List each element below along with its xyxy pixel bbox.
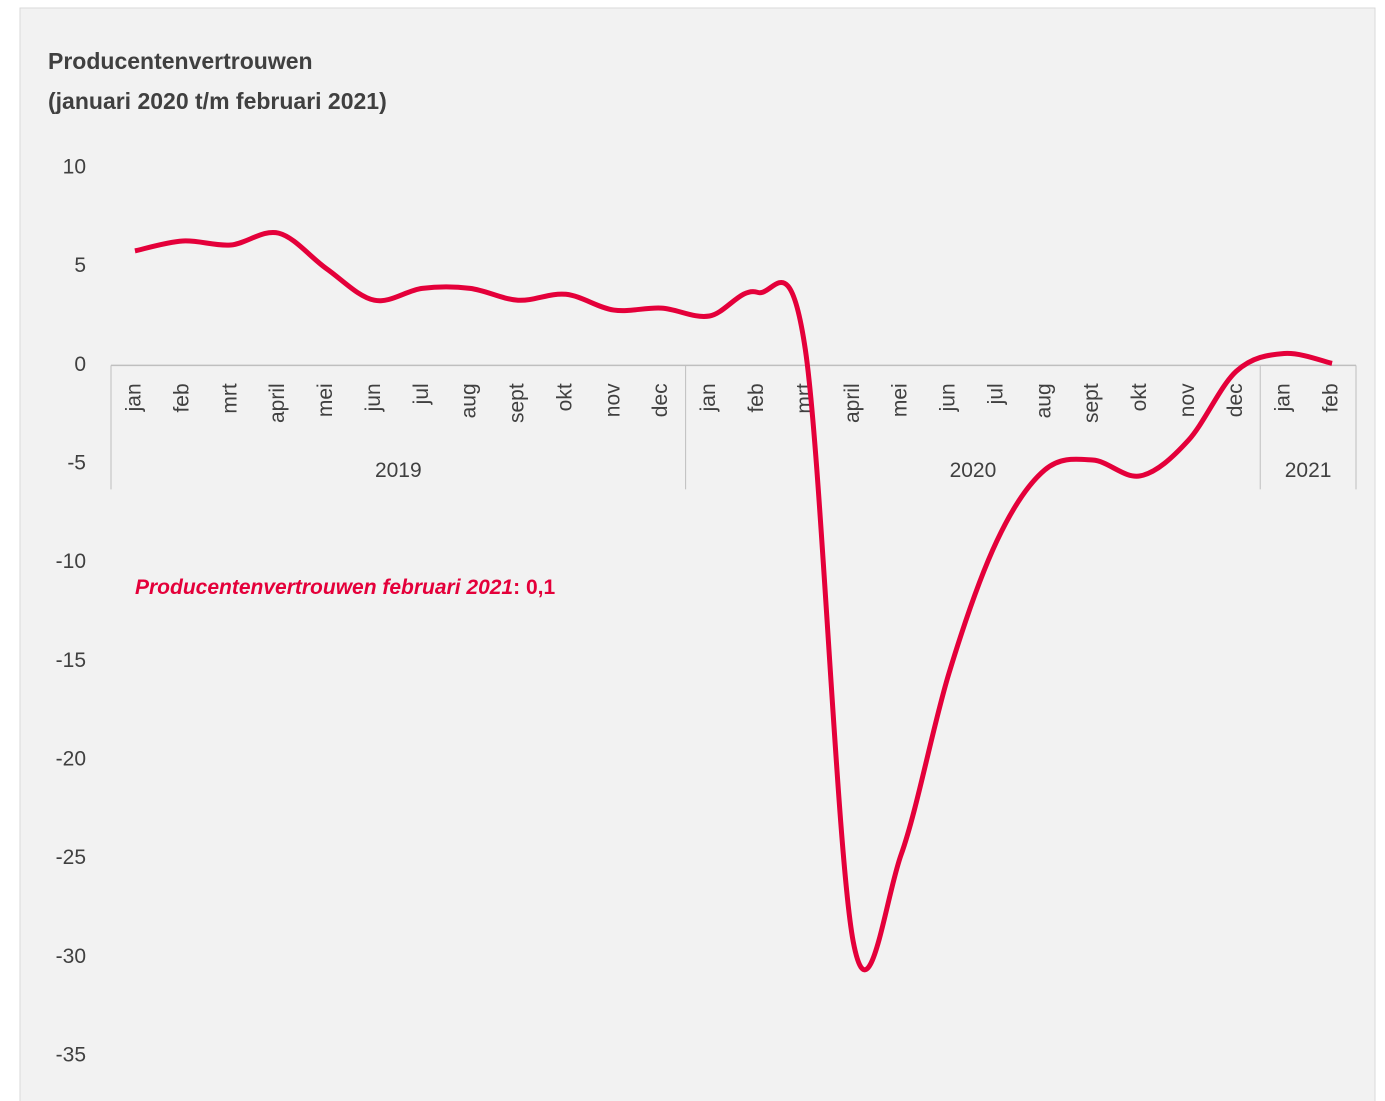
y-tick-label: -25: [56, 846, 86, 869]
x-tick-label: jun: [362, 383, 385, 412]
group-label: 2019: [375, 459, 422, 482]
y-tick-label: 5: [74, 254, 86, 277]
group-label: 2021: [1285, 459, 1332, 482]
annotation-label: Producentenvertrouwen februari 2021: [135, 576, 513, 599]
annotation: Producentenvertrouwen februari 2021: 0,1: [135, 576, 555, 599]
y-tick-label: 10: [63, 156, 86, 179]
x-tick-label: nov: [601, 383, 624, 417]
y-tick-label: -30: [56, 945, 86, 968]
x-tick-label: sept: [506, 383, 529, 423]
x-tick-label: feb: [1320, 383, 1343, 412]
x-tick-label: dec: [649, 383, 672, 417]
x-tick-label: april: [841, 383, 864, 423]
x-tick-label: mei: [314, 383, 337, 417]
annotation-value: : 0,1: [513, 576, 555, 599]
x-tick-label: jan: [122, 383, 145, 412]
y-tick-label: -5: [67, 452, 86, 475]
y-tick-label: -20: [56, 748, 86, 771]
x-tick-label: jun: [937, 383, 960, 412]
x-tick-label: jul: [410, 383, 433, 405]
x-tick-label: nov: [1176, 383, 1199, 417]
x-tick-label: jan: [697, 383, 720, 412]
x-tick-label: okt: [553, 383, 576, 411]
x-tick-label: dec: [1224, 383, 1247, 417]
chart-background: [19, 7, 1376, 1101]
x-tick-label: okt: [1128, 383, 1151, 411]
x-tick-label: aug: [1032, 383, 1055, 418]
y-tick-label: 0: [74, 353, 86, 376]
x-tick-label: april: [266, 383, 289, 423]
x-tick-label: mrt: [218, 383, 241, 413]
x-tick-label: sept: [1080, 383, 1103, 423]
x-tick-label: aug: [458, 383, 481, 418]
y-tick-label: -10: [56, 550, 86, 573]
x-tick-label: feb: [170, 383, 193, 412]
y-tick-label: -35: [56, 1044, 86, 1067]
x-tick-label: mei: [889, 383, 912, 417]
y-tick-label: -15: [56, 649, 86, 672]
x-tick-label: jan: [1272, 383, 1295, 412]
x-tick-label: jul: [984, 383, 1007, 405]
x-tick-label: feb: [745, 383, 768, 412]
group-label: 2020: [950, 459, 997, 482]
line-series: [134, 229, 1333, 973]
chart-subtitle: (januari 2020 t/m februari 2021): [48, 88, 387, 114]
chart-title: Producentenvertrouwen: [48, 48, 313, 74]
